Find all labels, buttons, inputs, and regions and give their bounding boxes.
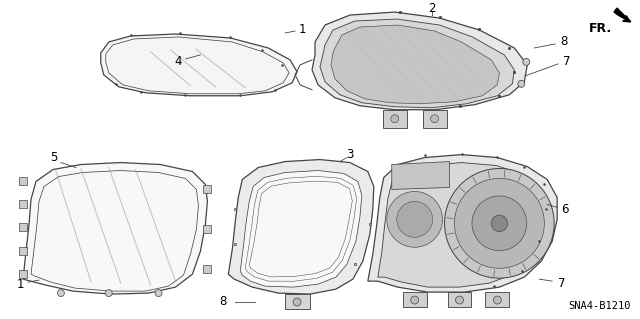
Text: FR.: FR. [589, 22, 612, 35]
Polygon shape [331, 25, 499, 104]
Text: 3: 3 [346, 148, 353, 161]
Text: SNA4-B1210: SNA4-B1210 [568, 301, 631, 311]
Polygon shape [485, 292, 509, 307]
Text: 8: 8 [220, 294, 227, 308]
Circle shape [293, 298, 301, 306]
Circle shape [431, 115, 438, 123]
Polygon shape [447, 292, 472, 307]
Text: 7: 7 [563, 56, 571, 68]
Text: 5: 5 [51, 151, 58, 164]
Text: 1: 1 [16, 278, 24, 291]
Bar [204, 265, 211, 273]
Circle shape [58, 290, 65, 297]
Circle shape [518, 80, 525, 87]
Polygon shape [228, 160, 374, 294]
Polygon shape [320, 19, 515, 108]
Circle shape [456, 296, 463, 304]
Circle shape [445, 168, 554, 278]
Text: 7: 7 [559, 277, 566, 290]
Circle shape [391, 115, 399, 123]
Bar [19, 200, 27, 208]
Polygon shape [392, 161, 449, 189]
Bar [19, 223, 27, 231]
Circle shape [397, 201, 433, 237]
Polygon shape [240, 171, 362, 287]
Text: 6: 6 [561, 203, 569, 216]
Polygon shape [383, 110, 406, 128]
Text: 8: 8 [561, 35, 568, 48]
Polygon shape [23, 163, 207, 294]
Text: 2: 2 [428, 2, 435, 15]
Text: 1: 1 [298, 23, 306, 35]
Circle shape [493, 296, 501, 304]
Polygon shape [368, 155, 557, 292]
Bar [19, 177, 27, 185]
Text: 4: 4 [175, 56, 182, 68]
Polygon shape [422, 110, 447, 128]
Circle shape [472, 196, 527, 251]
Bar [204, 185, 211, 193]
Polygon shape [403, 292, 427, 307]
Polygon shape [614, 8, 631, 22]
Circle shape [387, 191, 443, 247]
Circle shape [411, 296, 419, 304]
Circle shape [155, 290, 162, 297]
Circle shape [105, 290, 112, 297]
Circle shape [491, 215, 508, 232]
Bar [19, 270, 27, 278]
Circle shape [523, 58, 530, 65]
Polygon shape [312, 12, 527, 110]
Bar [204, 225, 211, 233]
Polygon shape [100, 34, 297, 96]
Polygon shape [285, 294, 310, 309]
Bar [19, 247, 27, 255]
Polygon shape [378, 163, 545, 287]
Circle shape [454, 178, 544, 268]
